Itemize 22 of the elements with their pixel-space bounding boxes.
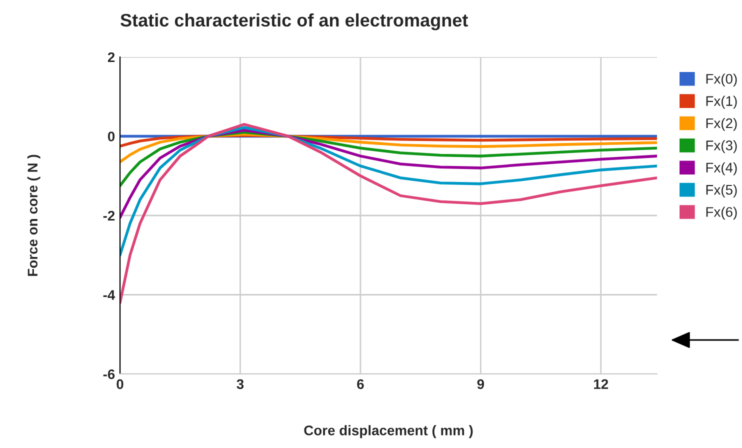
legend-label: Fx(2) [706, 118, 737, 131]
y-tick-label: -2 [103, 210, 115, 221]
legend-label: Fx(1) [706, 96, 737, 109]
x-tick-label: 3 [236, 379, 244, 390]
legend-label: Fx(0) [706, 74, 737, 87]
x-tick-label: 6 [357, 379, 364, 390]
y-tick-label: 2 [108, 52, 115, 62]
legend-label: Fx(4) [706, 162, 737, 176]
legend-label: Fx(5) [706, 184, 737, 198]
y-axis-title: Force on core ( N ) [27, 154, 40, 276]
x-tick-label: 0 [116, 379, 124, 390]
y-tick-label: -6 [103, 369, 115, 380]
legend-label: Fx(6) [706, 206, 737, 220]
x-axis-title: Core displacement ( mm ) [304, 425, 473, 438]
legend-label: Fx(3) [706, 140, 737, 154]
y-tick-label: 0 [108, 132, 115, 142]
chart-title: Static characteristic of an electromagnet [120, 13, 468, 30]
x-tick-label: 12 [594, 379, 608, 389]
line-series [120, 122, 657, 304]
y-tick-label: -4 [103, 290, 116, 300]
line-series [120, 126, 657, 257]
x-tick-label: 9 [477, 379, 484, 390]
